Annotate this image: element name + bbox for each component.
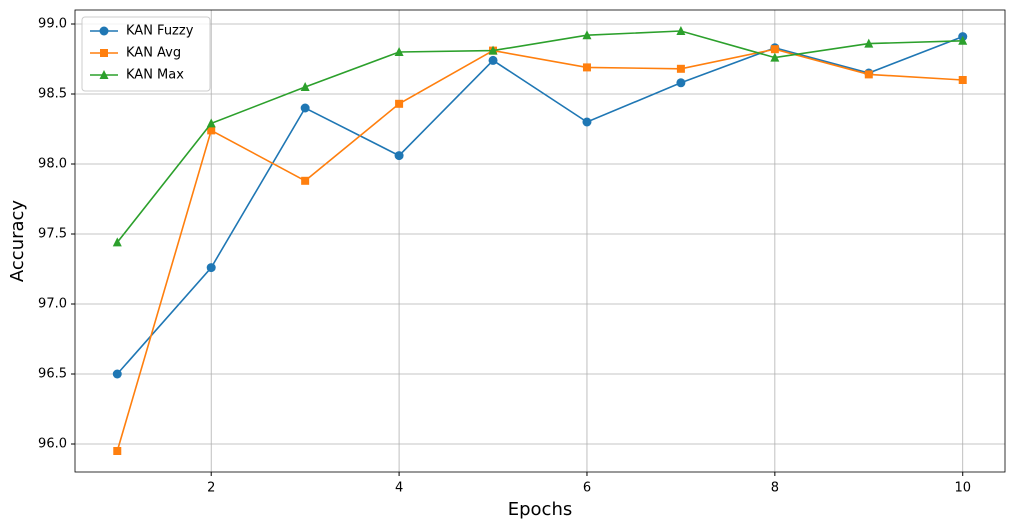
- marker: [394, 47, 404, 56]
- legend-marker: [100, 49, 108, 57]
- y-tick-label: 96.0: [38, 437, 67, 452]
- marker: [206, 118, 216, 128]
- series-line: [116, 30, 963, 243]
- marker: [676, 64, 685, 73]
- marker: [582, 63, 591, 72]
- y-tick-label: 98.0: [38, 157, 67, 172]
- legend-label: KAN Avg: [126, 46, 181, 61]
- legend-label: KAN Fuzzy: [126, 24, 194, 39]
- marker: [394, 151, 404, 161]
- marker: [300, 103, 310, 113]
- marker: [770, 45, 779, 54]
- marker: [301, 176, 310, 185]
- marker: [112, 237, 122, 247]
- marker: [582, 117, 592, 127]
- marker: [113, 447, 122, 455]
- marker: [864, 38, 874, 48]
- x-tick-label: 10: [954, 481, 971, 496]
- x-axis-label: Epochs: [508, 499, 573, 520]
- marker: [488, 45, 498, 55]
- y-tick-label: 99.0: [38, 17, 67, 32]
- marker: [676, 26, 686, 35]
- marker: [676, 78, 686, 88]
- x-tick-label: 2: [207, 481, 215, 496]
- marker: [958, 76, 967, 84]
- marker: [300, 82, 310, 91]
- marker: [770, 52, 780, 62]
- marker: [395, 99, 404, 108]
- x-tick-label: 6: [583, 481, 591, 496]
- y-tick-label: 97.0: [38, 297, 67, 312]
- marker: [488, 55, 498, 65]
- legend-marker: [99, 70, 109, 79]
- x-tick-label: 4: [395, 481, 403, 496]
- marker: [582, 30, 592, 40]
- legend-marker: [99, 26, 109, 36]
- marker: [958, 35, 968, 45]
- plot-frame: [74, 9, 1006, 473]
- x-tick-label: 8: [771, 481, 779, 496]
- marker: [206, 263, 216, 273]
- series-line: [116, 35, 964, 375]
- marker: [112, 369, 122, 379]
- legend-label: KAN Max: [126, 68, 184, 83]
- y-tick-label: 96.5: [38, 367, 67, 382]
- series-line: [116, 48, 963, 452]
- y-axis-label: Accuracy: [7, 200, 28, 283]
- y-tick-label: 97.5: [38, 227, 67, 242]
- marker: [864, 70, 873, 79]
- legend-box: [81, 16, 211, 92]
- marker: [207, 126, 216, 135]
- y-tick-label: 98.5: [38, 87, 67, 102]
